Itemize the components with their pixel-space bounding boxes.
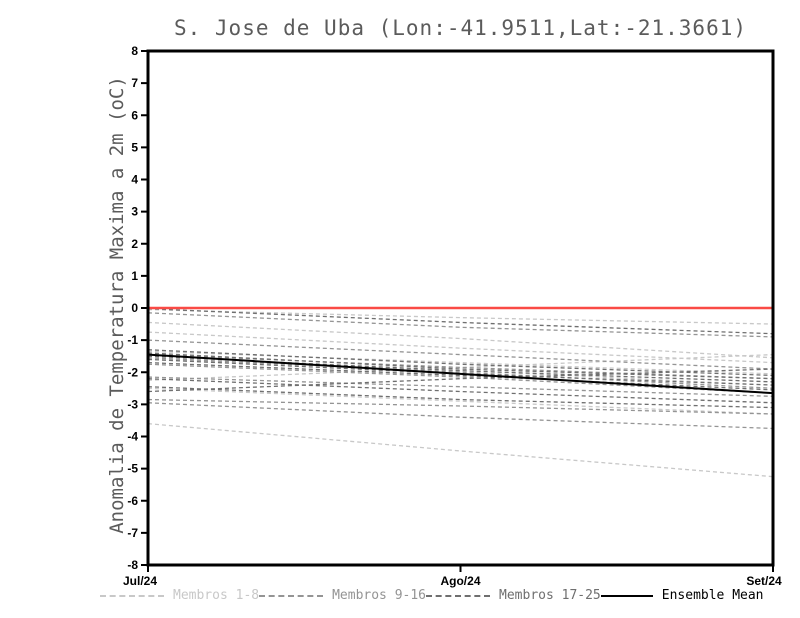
ensemble-member-line: [147, 358, 774, 386]
legend-item-membros-1-8: Membros 1-8: [100, 588, 259, 603]
x-tick-label: Set/24: [746, 574, 782, 588]
ensemble-member-line: [147, 307, 774, 335]
legend: Membros 1-8 Membros 9-16 Membros 17-25 E…: [100, 588, 764, 603]
y-tick-label: -5: [127, 462, 138, 476]
legend-label: Membros 17-25: [499, 588, 601, 603]
ensemble-member-line: [147, 398, 774, 415]
ensemble-member-line: [147, 350, 774, 375]
legend-label: Membros 9-16: [332, 588, 427, 603]
y-tick-label: 6: [131, 108, 138, 122]
y-tick-label: -1: [127, 333, 138, 347]
ensemble-member-line: [147, 352, 774, 380]
solid-line-swatch: [600, 594, 653, 597]
legend-label: Ensemble Mean: [661, 588, 764, 603]
y-tick-label: 5: [131, 140, 138, 154]
ensemble-member-line: [147, 355, 774, 383]
ensemble-member-line: [147, 358, 774, 386]
y-tick-label: 1: [131, 269, 138, 283]
ensemble-member-line: [147, 331, 774, 364]
y-tick-label: 4: [131, 173, 138, 187]
y-tick-label: 7: [131, 76, 138, 90]
legend-item-membros-17-25: Membros 17-25: [426, 588, 601, 603]
dashed-line-swatch: [426, 594, 491, 597]
ensemble-member-line: [147, 312, 774, 338]
x-tick-label: Jul/24: [123, 574, 157, 588]
x-tick-label: Ago/24: [440, 574, 480, 588]
ensemble-member-line: [147, 386, 774, 409]
dashed-line-swatch: [259, 594, 324, 597]
y-tick-label: 0: [131, 301, 138, 315]
y-tick-label: 8: [131, 44, 138, 58]
y-tick-label: -3: [127, 397, 138, 411]
y-tick-label: -2: [127, 365, 138, 379]
y-tick-label: -8: [127, 558, 138, 572]
legend-label: Membros 1-8: [173, 588, 260, 603]
dashed-line-swatch: [100, 594, 164, 597]
ensemble-member-line: [147, 357, 774, 389]
y-tick-label: -7: [127, 526, 138, 540]
y-tick-label: 3: [131, 205, 138, 219]
ensemble-member-line: [147, 368, 774, 393]
legend-item-ensemble-mean: Ensemble Mean: [600, 588, 764, 603]
ensemble-member-line: [147, 308, 774, 325]
ensemble-member-line: [147, 361, 774, 391]
ensemble-member-line: [147, 378, 774, 404]
y-tick-label: 2: [131, 237, 138, 251]
ensemble-member-line: [147, 423, 774, 478]
ensemble-member-line: [147, 363, 774, 394]
ensemble-member-line: [147, 402, 774, 430]
ensemble-member-line: [147, 376, 774, 397]
ensemble-member-line: [147, 339, 774, 370]
legend-item-membros-9-16: Membros 9-16: [259, 588, 426, 603]
plot-frame: [146, 49, 775, 567]
ensemble-member-line: [147, 353, 774, 381]
y-tick-label: -6: [127, 494, 138, 508]
y-tick-label: -4: [127, 430, 138, 444]
ensemble-member-line: [147, 387, 774, 415]
chart-title: S. Jose de Uba (Lon:-41.9511,Lat:-21.366…: [173, 16, 747, 40]
ensemble-mean-line: [147, 353, 774, 395]
ensemble-member-line: [147, 321, 774, 359]
